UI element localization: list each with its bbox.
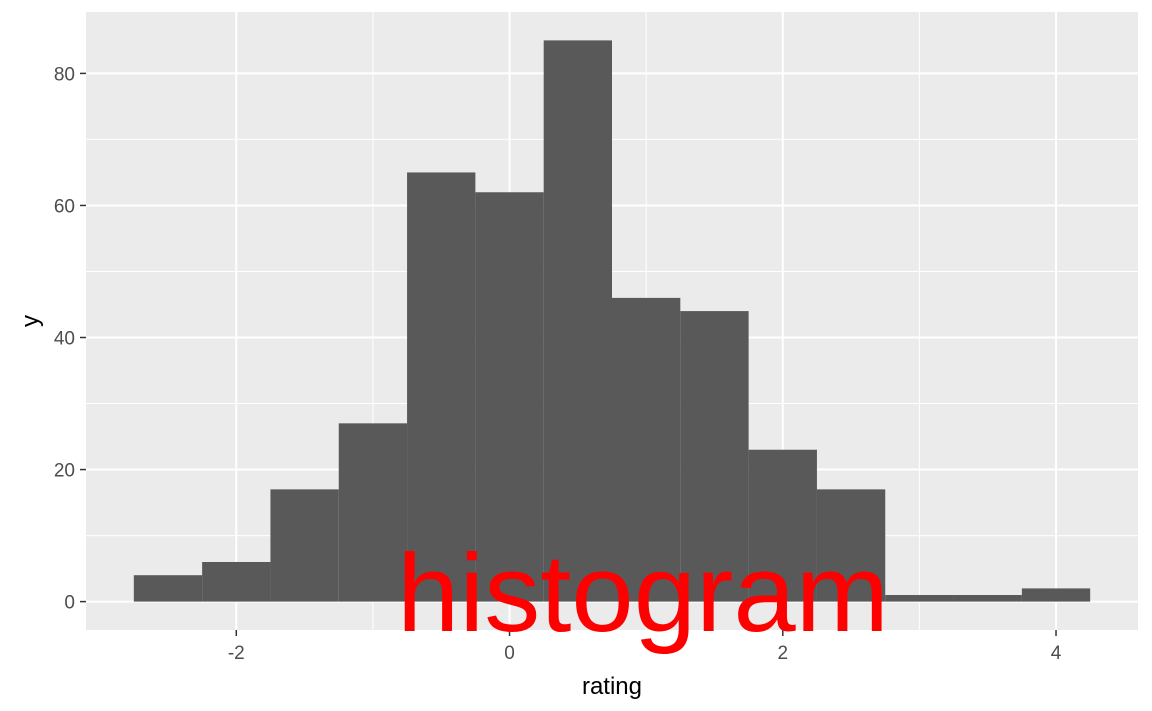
histogram-bar <box>202 561 271 602</box>
axis-ticks <box>80 72 1057 636</box>
histogram-bar <box>338 423 408 602</box>
histogram-bar <box>133 575 203 602</box>
histogram-annotation: histogram <box>397 532 889 655</box>
histogram-bar <box>953 595 1022 602</box>
histogram-bar <box>885 595 954 602</box>
histogram-bar <box>543 40 612 602</box>
x-tick-label: 4 <box>1051 643 1062 664</box>
bars <box>133 40 1091 602</box>
y-tick-label: 80 <box>54 64 75 85</box>
x-tick-label: 0 <box>504 643 515 664</box>
histogram-bar <box>407 172 476 602</box>
x-tick-label: 2 <box>777 643 788 664</box>
histogram-bar <box>680 311 749 602</box>
histogram-bar <box>270 489 339 602</box>
histogram-bar <box>1021 588 1091 602</box>
y-axis-title: y <box>17 315 44 327</box>
x-axis-title: rating <box>582 673 642 700</box>
histogram-bar <box>612 297 681 602</box>
x-tick-label: -2 <box>228 643 245 664</box>
histogram-bar <box>816 489 886 602</box>
y-tick-label: 40 <box>54 329 75 350</box>
y-tick-label: 20 <box>54 461 75 482</box>
histogram-bar <box>475 192 544 602</box>
y-tick-label: 0 <box>64 593 75 614</box>
histogram-bar <box>748 449 817 602</box>
y-tick-label: 60 <box>54 196 75 217</box>
